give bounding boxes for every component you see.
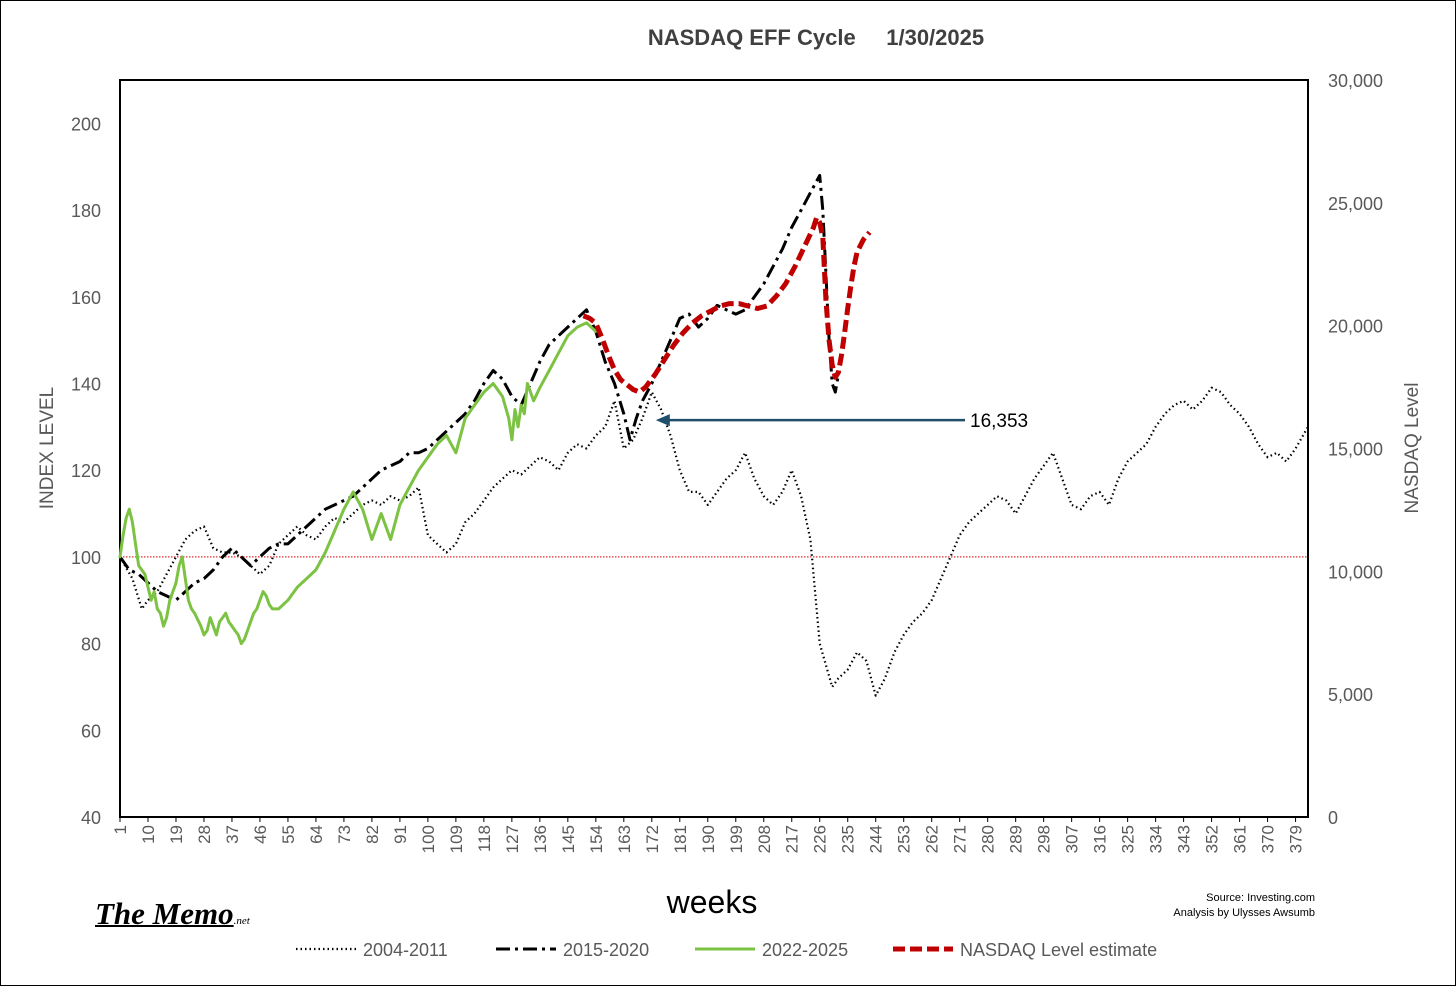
legend-label-4: NASDAQ Level estimate xyxy=(960,940,1157,960)
series-line-3 xyxy=(118,321,598,646)
x-tick-label: 289 xyxy=(1007,825,1026,853)
series-line-4 xyxy=(582,215,872,395)
x-tick-label: 280 xyxy=(979,825,998,853)
y2-tick-label: 5,000 xyxy=(1328,685,1373,705)
x-tick-label: 154 xyxy=(587,825,606,853)
x-tick-label: 100 xyxy=(419,825,438,853)
x-tick-label: 127 xyxy=(503,825,522,853)
x-tick-label: 37 xyxy=(223,825,242,844)
logo-suffix: .net xyxy=(233,915,250,927)
x-tick-label: 55 xyxy=(279,825,298,844)
x-tick-label: 271 xyxy=(951,825,970,853)
x-tick-label: 46 xyxy=(251,825,270,844)
y-tick-label: 100 xyxy=(71,548,101,568)
x-tick-label: 10 xyxy=(139,825,158,844)
series-line-1 xyxy=(119,386,1309,697)
y2-tick-label: 15,000 xyxy=(1328,440,1383,460)
y2-tick-label: 30,000 xyxy=(1328,71,1383,91)
source-line: Source: Investing.com xyxy=(1206,892,1315,904)
x-tick-label: 325 xyxy=(1119,825,1138,853)
legend-label-2: 2015-2020 xyxy=(563,940,649,960)
legend-label-1: 2004-2011 xyxy=(363,940,448,960)
series-line-2 xyxy=(118,173,840,602)
annotation-arrowhead xyxy=(655,414,670,427)
chart-title: NASDAQ EFF Cycle 1/30/2025 xyxy=(648,25,984,50)
y-tick-label: 200 xyxy=(71,114,101,134)
x-tick-label: 82 xyxy=(363,825,382,844)
annotation-label: 16,353 xyxy=(970,411,1028,432)
y2-tick-label: 20,000 xyxy=(1328,317,1383,337)
x-tick-label: 181 xyxy=(671,825,690,853)
x-tick-label: 352 xyxy=(1203,825,1222,853)
y2-tick-label: 0 xyxy=(1328,808,1338,828)
y-tick-label: 140 xyxy=(71,374,101,394)
x-tick-label: 379 xyxy=(1287,825,1306,853)
y-axis-label: INDEX LEVEL xyxy=(37,387,58,510)
x-tick-label: 307 xyxy=(1063,825,1082,853)
y2-axis-label: NASDAQ Level xyxy=(1402,383,1423,514)
x-tick-label: 226 xyxy=(811,825,830,853)
x-tick-label: 172 xyxy=(643,825,662,853)
y-tick-label: 120 xyxy=(71,461,101,481)
x-tick-label: 217 xyxy=(783,825,802,853)
x-tick-label: 370 xyxy=(1259,825,1278,853)
x-tick-label: 343 xyxy=(1175,825,1194,853)
source-note: Source: Investing.com Analysis by Ulysse… xyxy=(1173,891,1315,921)
x-tick-label: 235 xyxy=(839,825,858,853)
y-tick-label: 180 xyxy=(71,201,101,221)
x-tick-label: 253 xyxy=(895,825,914,853)
x-tick-label: 199 xyxy=(727,825,746,853)
x-axis-label: weeks xyxy=(666,884,758,920)
x-tick-label: 73 xyxy=(335,825,354,844)
x-tick-label: 361 xyxy=(1231,825,1250,853)
x-tick-label: 109 xyxy=(447,825,466,853)
x-tick-label: 163 xyxy=(615,825,634,853)
x-tick-label: 28 xyxy=(195,825,214,844)
x-tick-label: 316 xyxy=(1091,825,1110,853)
y2-tick-label: 25,000 xyxy=(1328,194,1383,214)
x-tick-label: 262 xyxy=(923,825,942,853)
x-tick-label: 19 xyxy=(167,825,186,844)
y2-tick-label: 10,000 xyxy=(1328,562,1383,582)
x-tick-label: 334 xyxy=(1147,825,1166,853)
y-tick-label: 160 xyxy=(71,288,101,308)
x-tick-label: 64 xyxy=(307,825,326,844)
logo: The Memo.net xyxy=(95,896,250,932)
x-tick-label: 244 xyxy=(867,825,886,853)
logo-text: The Memo xyxy=(95,896,234,931)
x-tick-label: 91 xyxy=(391,825,410,844)
analysis-line: Analysis by Ulysses Awsumb xyxy=(1173,907,1315,919)
x-tick-label: 1 xyxy=(111,825,130,834)
x-tick-label: 190 xyxy=(699,825,718,853)
x-tick-label: 298 xyxy=(1035,825,1054,853)
plot-area xyxy=(119,79,1309,818)
legend-label-3: 2022-2025 xyxy=(762,940,848,960)
y-tick-label: 60 xyxy=(81,721,101,741)
x-tick-label: 145 xyxy=(559,825,578,853)
x-tick-label: 118 xyxy=(475,825,494,852)
x-tick-label: 136 xyxy=(531,825,550,853)
y-tick-label: 40 xyxy=(81,808,101,828)
y-tick-label: 80 xyxy=(81,635,101,655)
x-tick-label: 208 xyxy=(755,825,774,853)
